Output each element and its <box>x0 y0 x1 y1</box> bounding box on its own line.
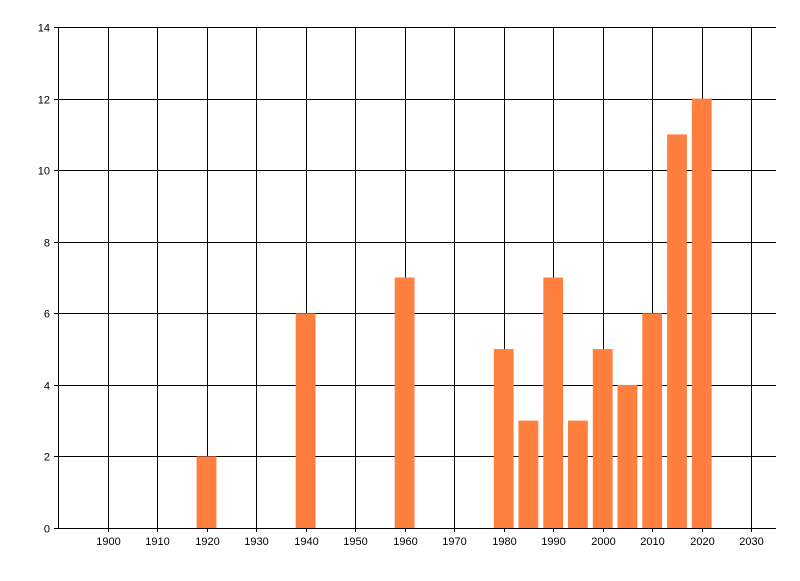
x-tick-label: 2010 <box>640 536 664 548</box>
bar-1985 <box>518 420 539 528</box>
y-tick-label: 4 <box>44 381 50 393</box>
x-tick-label: 1960 <box>393 536 417 548</box>
y-tick-label: 10 <box>38 166 50 178</box>
x-tick-label: 1990 <box>541 536 565 548</box>
x-tick-label: 1920 <box>195 536 219 548</box>
axes <box>54 27 776 532</box>
x-tick-label: 1970 <box>442 536 466 548</box>
y-tick-label: 6 <box>44 309 50 321</box>
x-tick-label: 1940 <box>294 536 318 548</box>
x-tick-label: 1930 <box>244 536 268 548</box>
y-tick-label: 2 <box>44 452 50 464</box>
x-tick-label: 1980 <box>492 536 516 548</box>
bar-2010 <box>642 313 663 528</box>
y-tick-label: 14 <box>38 23 50 35</box>
bar-1960 <box>394 277 415 528</box>
y-tick-label: 12 <box>38 95 50 107</box>
bar-1920 <box>196 456 217 528</box>
x-tick-label: 1910 <box>145 536 169 548</box>
y-tick-label: 0 <box>44 524 50 536</box>
bar-1995 <box>568 420 588 528</box>
x-tick-labels: 1900 1910 1920 1930 1940 1950 1960 1970 1980 1990… <box>96 536 763 548</box>
bar-2005 <box>617 384 638 528</box>
y-tick-labels: 0 2 4 6 8 10 12 14 <box>38 23 50 536</box>
bar-2015 <box>667 134 687 528</box>
bar-1990 <box>543 277 564 528</box>
bar-1980 <box>493 349 514 528</box>
x-tick-label: 2000 <box>591 536 615 548</box>
bar-2020 <box>691 98 712 528</box>
x-tick-label: 1900 <box>96 536 120 548</box>
x-tick-label: 2020 <box>690 536 714 548</box>
x-tick-label: 1950 <box>343 536 367 548</box>
bar-1940 <box>295 313 316 528</box>
y-tick-label: 8 <box>44 238 50 250</box>
bars <box>196 98 712 528</box>
x-tick-label: 2030 <box>739 536 763 548</box>
bar-2000 <box>592 349 613 528</box>
